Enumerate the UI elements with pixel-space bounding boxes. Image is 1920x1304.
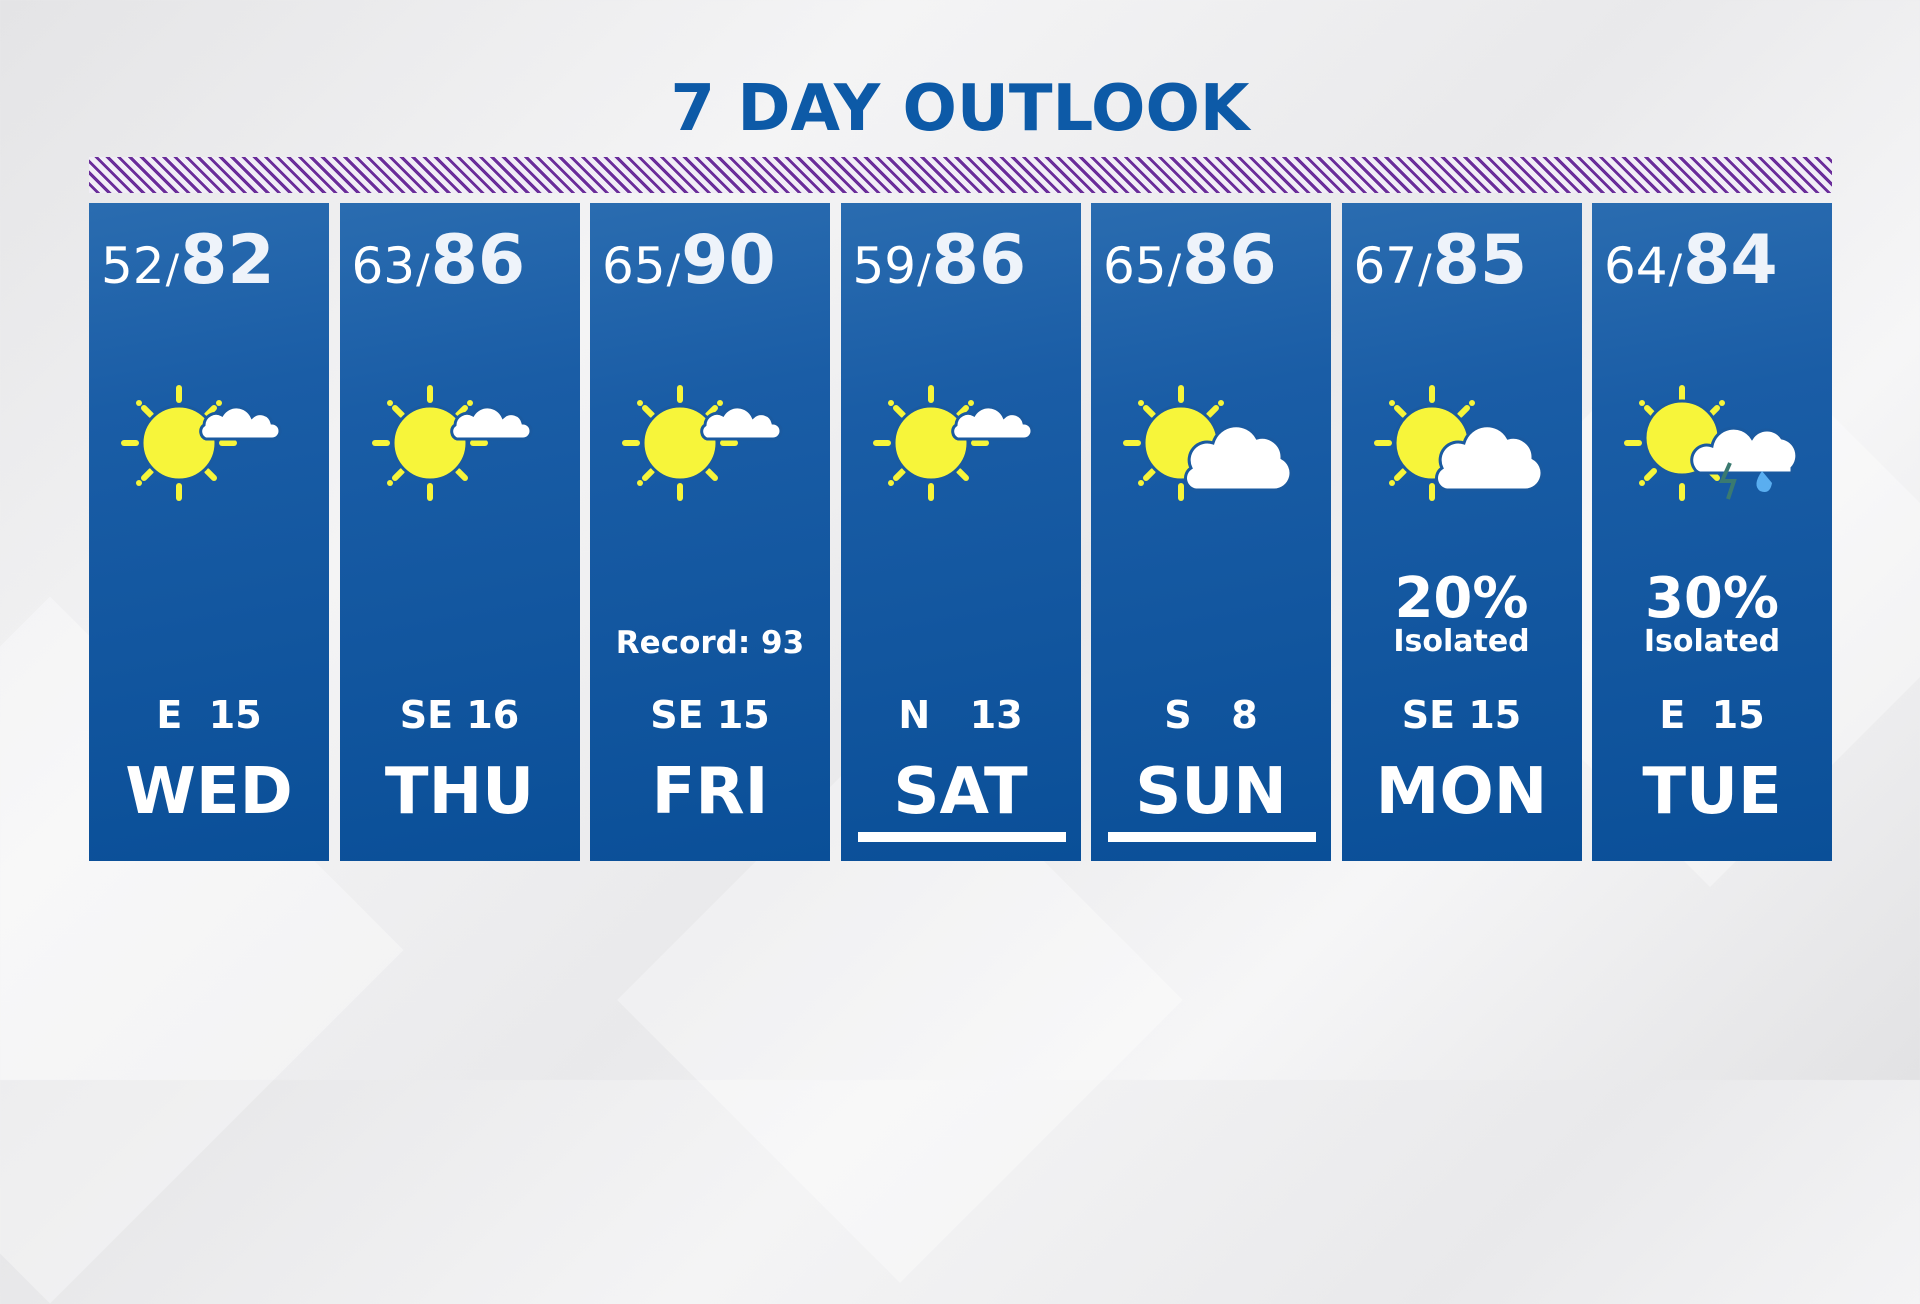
- page-title: 7 DAY OUTLOOK: [670, 72, 1250, 146]
- low-temp: 65: [1103, 237, 1167, 295]
- day-column-sat: 59/86 N 13 SAT: [840, 203, 1081, 861]
- low-temp: 67: [1353, 237, 1418, 295]
- temperature-range: 65/90: [602, 221, 776, 300]
- day-name: MON: [1375, 755, 1548, 829]
- high-temp: 82: [180, 221, 275, 300]
- wind: SE 15: [1401, 693, 1522, 737]
- day-name: TUE: [1642, 755, 1782, 829]
- sun-small-cloud-icon: [861, 363, 1061, 513]
- temp-separator: /: [1167, 247, 1182, 293]
- low-temp: 59: [852, 237, 917, 295]
- day-name: THU: [384, 755, 535, 829]
- day-column-wed: 52/82 E 15 WED: [89, 203, 329, 861]
- wind: SE 15: [650, 693, 770, 737]
- temperature-range: 67/85: [1354, 221, 1528, 300]
- temperature-range: 52/82: [101, 221, 275, 300]
- high-temp: 90: [681, 221, 776, 300]
- temp-separator: /: [165, 247, 180, 293]
- thunderstorm-icon: [1612, 363, 1812, 513]
- day-column-mon: 67/85 20% Isolated SE 15 MON: [1341, 203, 1582, 861]
- high-temp: 86: [931, 221, 1027, 300]
- temp-separator: /: [666, 247, 681, 293]
- temperature-range: 65/86: [1103, 221, 1277, 300]
- wind: N 13: [898, 693, 1023, 737]
- temperature-range: 63/86: [352, 221, 526, 300]
- precip-note: Isolated: [1393, 624, 1530, 659]
- precip-chance: 20%: [1394, 566, 1529, 631]
- sun-small-cloud-icon: [109, 363, 309, 513]
- day-column-thu: 63/86 SE 16 THU: [339, 203, 580, 861]
- high-temp: 86: [430, 221, 526, 300]
- sun-small-cloud-icon: [610, 363, 810, 513]
- weekend-underline: [857, 832, 1066, 842]
- precip-note: Isolated: [1643, 624, 1781, 659]
- temp-separator: /: [416, 247, 430, 293]
- high-temp: 84: [1683, 221, 1778, 300]
- wind: S 8: [1164, 693, 1258, 737]
- precip-chance: 30%: [1644, 566, 1780, 631]
- day-column-fri: 65/90 Record: 93 SE 15 FRI: [590, 203, 830, 861]
- day-name: WED: [125, 755, 293, 829]
- high-temp: 85: [1432, 221, 1528, 300]
- day-column-sun: 65/86 S 8 SUN: [1091, 203, 1331, 861]
- record-note: Record: 93: [615, 625, 805, 661]
- low-temp: 52: [101, 237, 165, 295]
- wind: E 15: [1659, 693, 1765, 737]
- wind: E 15: [156, 693, 262, 737]
- hatched-divider: [89, 157, 1832, 193]
- low-temp: 63: [351, 237, 416, 295]
- temperature-range: 59/86: [853, 221, 1027, 300]
- day-name: SUN: [1135, 755, 1287, 829]
- temp-separator: /: [917, 247, 931, 293]
- temperature-range: 64/84: [1604, 221, 1778, 300]
- high-temp: 86: [1182, 221, 1277, 300]
- weekend-underline: [1108, 832, 1316, 842]
- low-temp: 65: [602, 237, 666, 295]
- wind: SE 16: [399, 693, 520, 737]
- low-temp: 64: [1604, 237, 1668, 295]
- partly-cloudy-icon: [1111, 363, 1311, 513]
- temp-separator: /: [1668, 247, 1683, 293]
- sun-small-cloud-icon: [360, 363, 560, 513]
- temp-separator: /: [1418, 247, 1432, 293]
- day-name: FRI: [651, 755, 769, 829]
- day-column-tue: 64/84 30% Isolated E 15 TUE: [1592, 203, 1832, 861]
- partly-cloudy-icon: [1362, 363, 1562, 513]
- day-name: SAT: [893, 755, 1028, 829]
